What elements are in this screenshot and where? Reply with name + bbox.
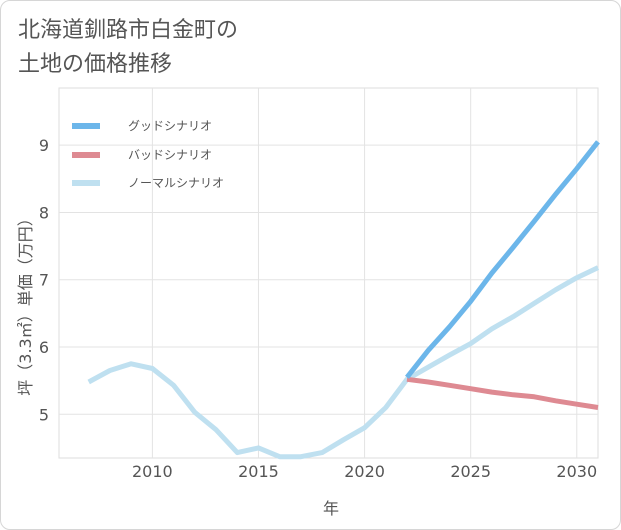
x-tick-label-2020: 2020 <box>344 462 385 481</box>
plot-area <box>58 87 599 459</box>
x-tick-label-2030: 2030 <box>556 462 597 481</box>
legend: グッドシナリオ バッドシナリオ ノーマルシナリオ <box>72 119 224 190</box>
series-group <box>87 140 600 460</box>
y-tick-label-8: 8 <box>39 203 49 222</box>
y-tick-label-5: 5 <box>39 405 49 424</box>
series-line-0 <box>405 140 600 379</box>
chart-title-line-2: 土地の価格推移 <box>18 52 173 77</box>
y-tick-label-7: 7 <box>39 271 49 290</box>
chart-title-line-1: 北海道釧路市白金町の <box>18 18 239 43</box>
grid <box>59 88 598 458</box>
series-line-2 <box>87 265 600 460</box>
y-tick-label-9: 9 <box>39 136 49 155</box>
x-tick-label-2025: 2025 <box>450 462 491 481</box>
y-axis-title: 坪（3.3㎡）単価（万円） <box>16 210 35 395</box>
chart-title: 北海道釧路市白金町の 土地の価格推移 <box>18 14 238 82</box>
x-tick-label-2010: 2010 <box>132 462 173 481</box>
x-axis-title: 年 <box>323 499 339 518</box>
legend-label-bad: バッドシナリオ <box>128 148 212 162</box>
y-tick-label-6: 6 <box>39 338 49 357</box>
x-tick-label-2015: 2015 <box>238 462 279 481</box>
legend-label-normal: ノーマルシナリオ <box>128 176 224 190</box>
tick-labels: 2010 2015 2020 2025 2030 5 6 7 8 9 <box>39 136 597 481</box>
legend-label-good: グッドシナリオ <box>128 119 212 133</box>
series-line-1 <box>406 376 599 410</box>
